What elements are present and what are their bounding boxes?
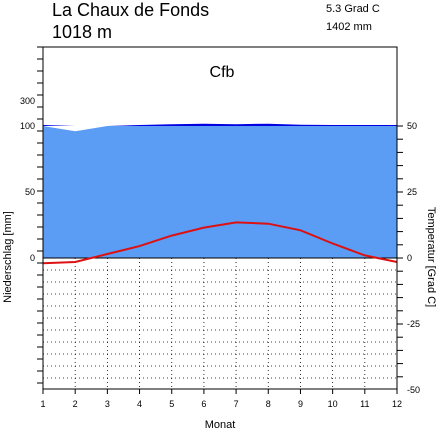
y-right-tick-label: -50 <box>407 385 420 395</box>
x-tick-label: 4 <box>137 399 142 409</box>
temperature-line <box>42 221 398 265</box>
x-axis-label: Monat <box>205 419 236 430</box>
y-right-axis-label: Temperatur [Grad C] <box>425 207 437 307</box>
y-left-axis-label: Niederschlag [mm] <box>2 211 14 303</box>
y-right-tick-label: -25 <box>407 319 420 329</box>
x-tick-label: 7 <box>234 399 239 409</box>
humid-area <box>43 126 397 258</box>
x-tick-label: 8 <box>266 399 271 409</box>
y-left-tick-label: 0 <box>30 253 35 263</box>
x-tick-label: 9 <box>298 399 303 409</box>
precipitation-excess <box>43 123 397 126</box>
x-tick-label: 3 <box>105 399 110 409</box>
x-tick-label: 5 <box>169 399 174 409</box>
x-tick-label: 11 <box>360 399 369 409</box>
y-right-tick-label: 50 <box>407 121 417 131</box>
y-left-tick-label: 100 <box>20 121 35 131</box>
x-tick-label: 6 <box>201 399 206 409</box>
x-tick-label: 2 <box>73 399 78 409</box>
precipitation-deficit <box>43 126 397 132</box>
x-tick-label: 12 <box>392 399 402 409</box>
x-tick-label: 1 <box>40 399 45 409</box>
y-left-tick-label: 300 <box>20 96 35 106</box>
y-right-tick-label: 0 <box>407 253 412 263</box>
y-left-tick-label: 50 <box>25 187 35 197</box>
station-name: La Chaux de Fonds <box>52 0 210 20</box>
climate-class: Cfb <box>210 64 235 81</box>
x-tick-label: 10 <box>328 399 338 409</box>
y-right-tick-label: 25 <box>407 187 417 197</box>
annual-precipitation: 1402 mm <box>326 21 372 33</box>
station-elevation: 1018 m <box>52 22 113 42</box>
mean-temperature: 5.3 Grad C <box>326 3 380 15</box>
